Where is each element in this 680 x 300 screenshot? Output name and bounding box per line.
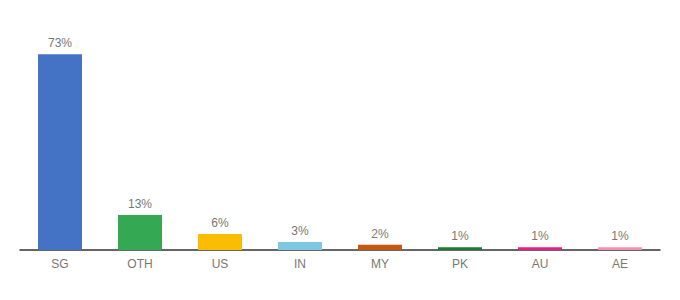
svg-text:MY: MY (371, 257, 389, 271)
svg-text:AE: AE (612, 257, 628, 271)
svg-text:2%: 2% (371, 227, 389, 241)
svg-text:OTH: OTH (127, 257, 152, 271)
svg-text:PK: PK (452, 257, 468, 271)
svg-text:US: US (212, 257, 229, 271)
svg-text:73%: 73% (48, 36, 72, 50)
svg-text:AU: AU (532, 257, 549, 271)
svg-text:6%: 6% (211, 216, 229, 230)
svg-text:SG: SG (51, 257, 68, 271)
svg-text:1%: 1% (451, 229, 469, 243)
svg-text:1%: 1% (531, 229, 549, 243)
svg-text:1%: 1% (611, 229, 629, 243)
svg-text:IN: IN (294, 257, 306, 271)
svg-text:3%: 3% (291, 224, 309, 238)
svg-text:13%: 13% (128, 197, 152, 211)
